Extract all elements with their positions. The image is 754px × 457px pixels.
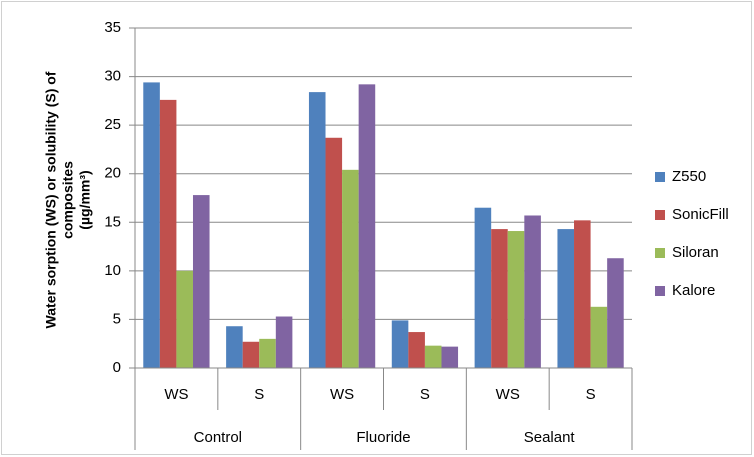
bar [242,341,260,368]
y-axis-label: (µg/mm³) [77,170,93,229]
x-tick-label: S [254,386,264,403]
legend-swatch [655,210,665,220]
group-label: Sealant [524,429,576,446]
bar [557,229,575,368]
bar [226,326,243,368]
legend-label: Z550 [672,168,706,185]
bar [424,345,442,368]
bar [491,229,508,368]
x-tick-label: WS [164,386,188,403]
x-tick-label: S [586,386,596,403]
y-tick-label: 15 [104,213,121,230]
y-tick-label: 0 [113,359,121,376]
bar [474,207,492,368]
group-label: Fluoride [356,429,410,446]
bar [192,195,210,368]
bar [574,220,591,368]
bar [441,346,459,368]
bar [408,332,425,368]
bar [275,316,293,368]
bar [524,215,541,368]
legend-swatch [655,172,665,182]
legend-label: Kalore [672,282,715,299]
bar [358,84,376,368]
bar [325,137,343,368]
legend-swatch [655,286,665,296]
bar [507,231,525,368]
x-tick-label: WS [330,386,354,403]
y-tick-label: 5 [113,310,121,327]
y-axis-label: composites [60,161,76,239]
y-tick-label: 20 [104,165,121,182]
bar [259,338,276,368]
bar [391,320,409,368]
y-tick-label: 10 [104,262,121,279]
bar [342,169,359,368]
bar [159,99,177,368]
bar [308,92,326,368]
y-axis-label: Water sorption (WS) or solubility (S) of [43,71,59,328]
legend-label: Siloran [672,244,719,261]
y-tick-label: 25 [104,116,121,133]
legend-swatch [655,248,665,258]
legend-label: SonicFill [672,206,729,223]
y-tick-label: 30 [104,68,121,85]
y-tick-label: 35 [104,19,121,36]
x-tick-label: WS [496,386,520,403]
bar [607,258,624,368]
bar [590,306,608,368]
x-tick-label: S [420,386,430,403]
bar [176,270,193,368]
group-label: Control [194,429,242,446]
bar [143,82,160,369]
